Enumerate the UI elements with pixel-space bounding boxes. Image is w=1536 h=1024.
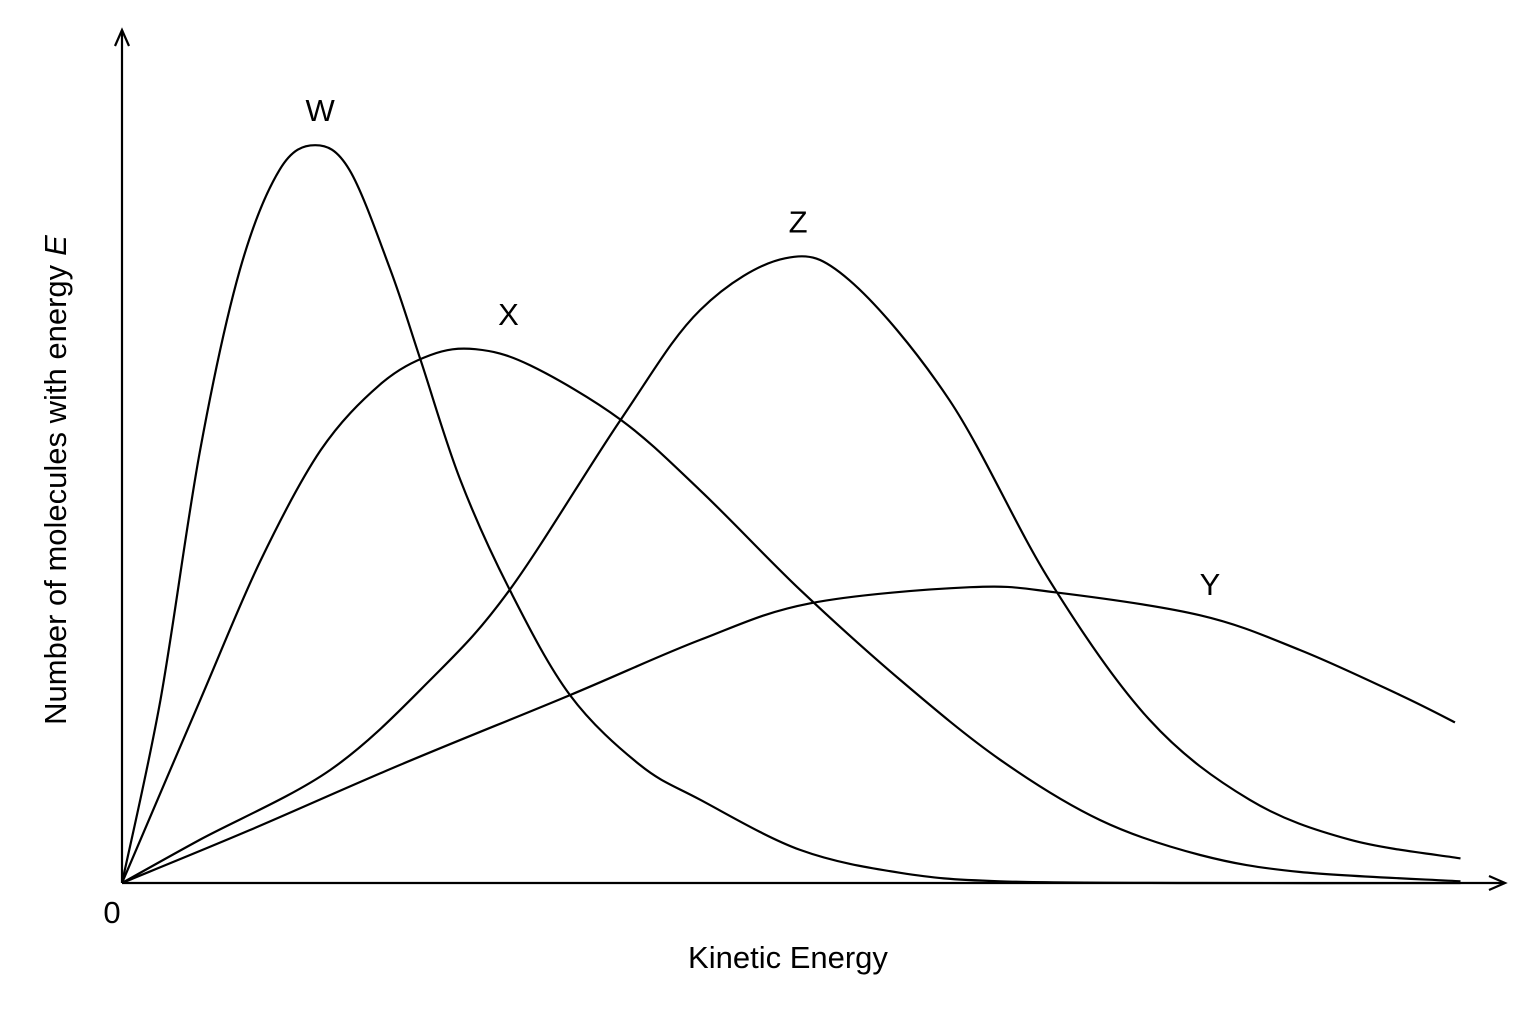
x-axis-arrow: [1488, 874, 1508, 892]
y-axis-title: Number of molecules with energy E: [38, 235, 73, 725]
curve: [121, 255, 1461, 884]
x-tick-label: 0: [103, 895, 120, 930]
curve: [120, 144, 1461, 885]
curve-label: Z: [789, 204, 808, 239]
curve-label: X: [498, 297, 519, 332]
curve: [121, 585, 1456, 885]
curve-label: Y: [1200, 567, 1221, 602]
curve: [120, 347, 1461, 884]
y-axis-arrow: [113, 27, 131, 47]
y-axis-title-symbol: E: [38, 235, 73, 256]
y-axis-title-text: Number of molecules with energy: [38, 264, 73, 725]
x-axis-title: Kinetic Energy: [688, 940, 888, 975]
curve-label: W: [306, 93, 336, 128]
